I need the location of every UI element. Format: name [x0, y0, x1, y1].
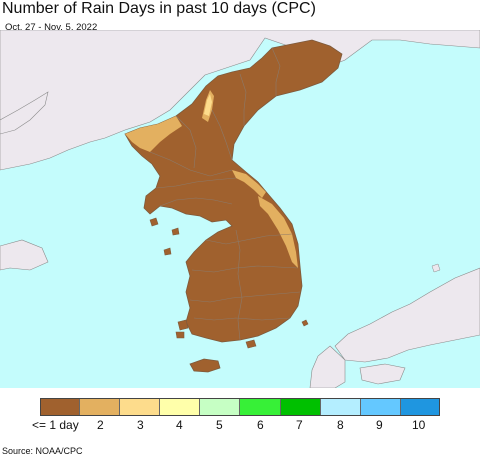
ulleung-island	[301, 319, 309, 327]
source-credit: Source: NOAA/CPC	[2, 446, 83, 456]
legend-swatch-le1	[40, 398, 81, 416]
legend-swatch-7	[280, 398, 321, 416]
legend-swatch-2	[80, 398, 121, 416]
legend-swatch-9	[360, 398, 401, 416]
china-landmass	[0, 30, 480, 171]
west-sea-islands	[149, 217, 180, 256]
rain-2-east-coast	[232, 170, 266, 198]
map-title: Number of Rain Days in past 10 days (CPC…	[2, 0, 316, 17]
rain-2-southeast-coast	[258, 196, 298, 268]
rain-2-west-coast	[125, 116, 182, 152]
dokdo-island	[431, 263, 441, 273]
legend-label-5: 5	[216, 418, 223, 432]
legend-swatch-8	[320, 398, 361, 416]
legend-label-3: 3	[137, 418, 144, 432]
shandong-coast	[0, 239, 49, 271]
legend-swatch-10	[400, 398, 440, 416]
japan-honshu	[334, 267, 480, 363]
legend-swatch-6	[240, 398, 281, 416]
legend-label-4: 4	[176, 418, 183, 432]
legend-label-7: 7	[296, 418, 303, 432]
japan-shikoku	[359, 363, 406, 385]
legend-color-bar	[40, 398, 440, 416]
legend-swatch-3	[120, 398, 161, 416]
japan-kyushu	[309, 345, 346, 388]
map-date-range: Oct. 27 - Nov. 5, 2022	[5, 22, 98, 33]
legend-label-2: 2	[97, 418, 104, 432]
province-boundaries	[149, 47, 301, 341]
legend-swatch-4	[160, 398, 201, 416]
legend-label-6: 6	[257, 418, 264, 432]
legend-label-9: 9	[376, 418, 383, 432]
legend-label-10: 10	[412, 418, 426, 432]
legend-swatch-5	[200, 398, 241, 416]
rain-days-map	[0, 30, 480, 388]
jeju-island	[189, 358, 221, 373]
legend-labels: <= 1 day 2 3 4 5 6 7 8 9 10	[0, 418, 480, 434]
liaodong-peninsula	[0, 91, 49, 135]
legend-label-le1: <= 1 day	[32, 418, 79, 432]
rain-3-north-strip	[204, 94, 212, 116]
southwest-islands	[175, 319, 257, 349]
korea-peninsula	[124, 39, 343, 343]
legend-label-8: 8	[337, 418, 344, 432]
